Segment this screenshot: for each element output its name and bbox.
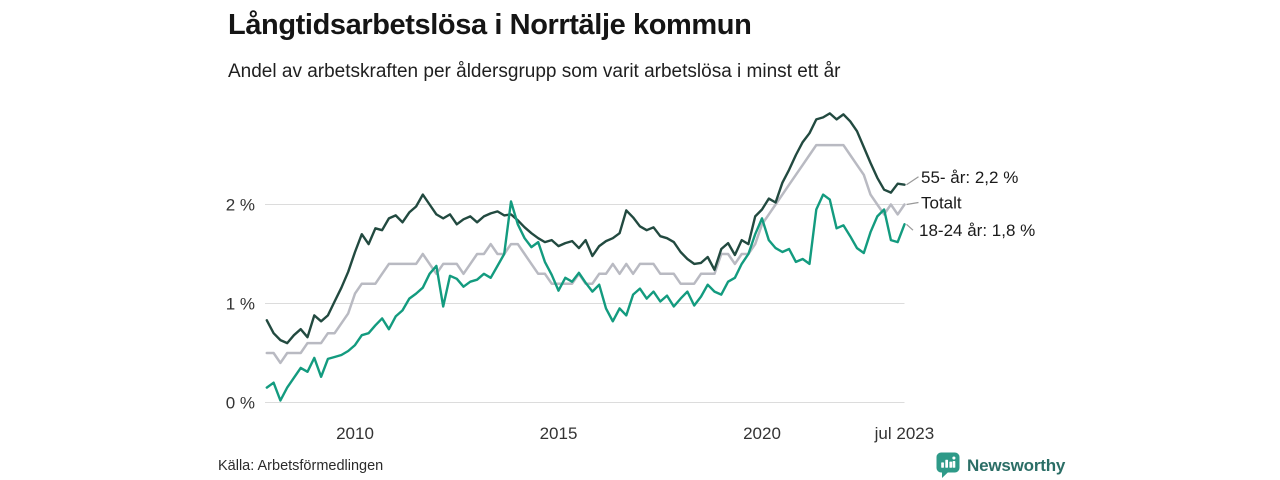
y-axis-labels: 0 % 1 % 2 % bbox=[226, 196, 255, 413]
end-label-leader bbox=[906, 223, 914, 231]
age-55plus-end-label: 55- år: 2,2 % bbox=[921, 168, 1018, 187]
chart-subtitle: Andel av arbetskraften per åldersgrupp s… bbox=[228, 61, 841, 82]
newsworthy-logo: Newsworthy bbox=[936, 452, 1065, 479]
y-tick-label: 2 % bbox=[226, 196, 255, 215]
newsworthy-wordmark: Newsworthy bbox=[967, 455, 1066, 475]
x-tick-label: 2010 bbox=[336, 424, 374, 443]
source-note: Källa: Arbetsförmedlingen bbox=[218, 458, 384, 474]
newsworthy-bubble-chart-icon bbox=[936, 452, 960, 478]
x-tick-label: 2020 bbox=[743, 424, 781, 443]
age-18-24-end-label: 18-24 år: 1,8 % bbox=[919, 221, 1035, 240]
chart-title: Långtidsarbetslösa i Norrtälje kommun bbox=[228, 9, 752, 41]
y-tick-label: 1 % bbox=[226, 295, 255, 314]
totalt-end-label: Totalt bbox=[921, 194, 962, 213]
line-end-labels: 55- år: 2,2 % Totalt 18-24 år: 1,8 % bbox=[906, 168, 1035, 240]
leaders bbox=[906, 176, 919, 231]
x-axis-labels: 2010 2015 2020 jul 2023 bbox=[336, 424, 934, 443]
totalt-line bbox=[265, 143, 906, 365]
age-18-24-line bbox=[265, 193, 906, 402]
end-label-leader bbox=[906, 201, 919, 206]
end-label-leader bbox=[906, 176, 919, 186]
x-tick-label: 2015 bbox=[540, 424, 578, 443]
y-tick-label: 0 % bbox=[226, 394, 255, 413]
x-tick-label: jul 2023 bbox=[874, 424, 935, 443]
age-55plus-line bbox=[265, 112, 906, 345]
gridlines bbox=[265, 204, 905, 403]
